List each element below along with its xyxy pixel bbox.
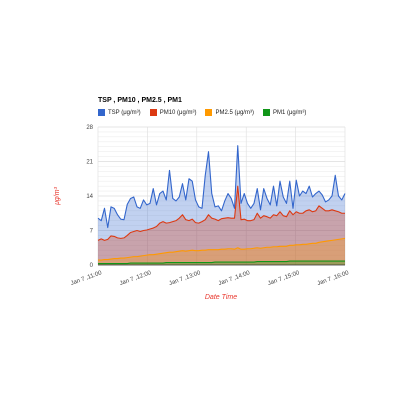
series-area-2 (98, 238, 345, 265)
x-axis-label: Date Time (205, 294, 237, 301)
x-tick-label: Jan 7 ,16:00 (317, 270, 351, 287)
y-tick-label: 21 (86, 160, 93, 166)
legend-label-pm25: PM2.5 (μg/m³) (215, 109, 254, 116)
legend-item-pm1[interactable]: PM1 (μg/m³) (262, 109, 307, 116)
y-tick-label: 7 (90, 229, 94, 235)
x-tick-label: Jan 7 ,15:00 (267, 270, 301, 287)
legend-swatch-pm25 (205, 109, 213, 116)
chart-legend: TSP (μg/m³) PM10 (μg/m³) PM2.5 (μg/m³) P… (98, 109, 306, 116)
series-areas (98, 145, 345, 265)
legend-swatch-tsp (98, 109, 105, 116)
series-line-0 (97, 145, 346, 229)
series-line-1 (97, 185, 345, 241)
y-tick-label: 14 (86, 194, 93, 200)
series-area-1 (98, 186, 345, 265)
gridlines (97, 126, 346, 266)
x-tick-label: Jan 7 ,12:00 (119, 270, 153, 287)
legend-label-pm10: PM10 (μg/m³) (159, 109, 197, 116)
x-tick-label: Jan 7 ,14:00 (218, 270, 252, 287)
series-line-2 (98, 237, 346, 261)
x-tick-label: Jan 7 ,11:00 (70, 270, 103, 287)
chart-title: TSP , PM10 , PM2.5 , PM1 (98, 97, 182, 104)
legend-item-pm25[interactable]: PM2.5 (μg/m³) (205, 109, 254, 116)
legend-item-tsp[interactable]: TSP (μg/m³) (98, 109, 141, 116)
series-lines (97, 145, 346, 265)
legend-label-pm1: PM1 (μg/m³) (272, 109, 307, 116)
y-tick-label: 0 (90, 263, 94, 269)
y-axis-label: μg/m³ (54, 186, 61, 206)
legend-item-pm10[interactable]: PM10 (μg/m³) (149, 109, 197, 116)
legend-swatch-pm1 (262, 109, 270, 116)
series-area-0 (98, 145, 345, 265)
legend-label-tsp: TSP (μg/m³) (108, 109, 141, 116)
legend-swatch-pm10 (149, 109, 157, 116)
x-tick-label: Jan 7 ,13:00 (168, 270, 202, 287)
y-tick-label: 28 (86, 125, 93, 131)
series-line-3 (98, 260, 345, 265)
